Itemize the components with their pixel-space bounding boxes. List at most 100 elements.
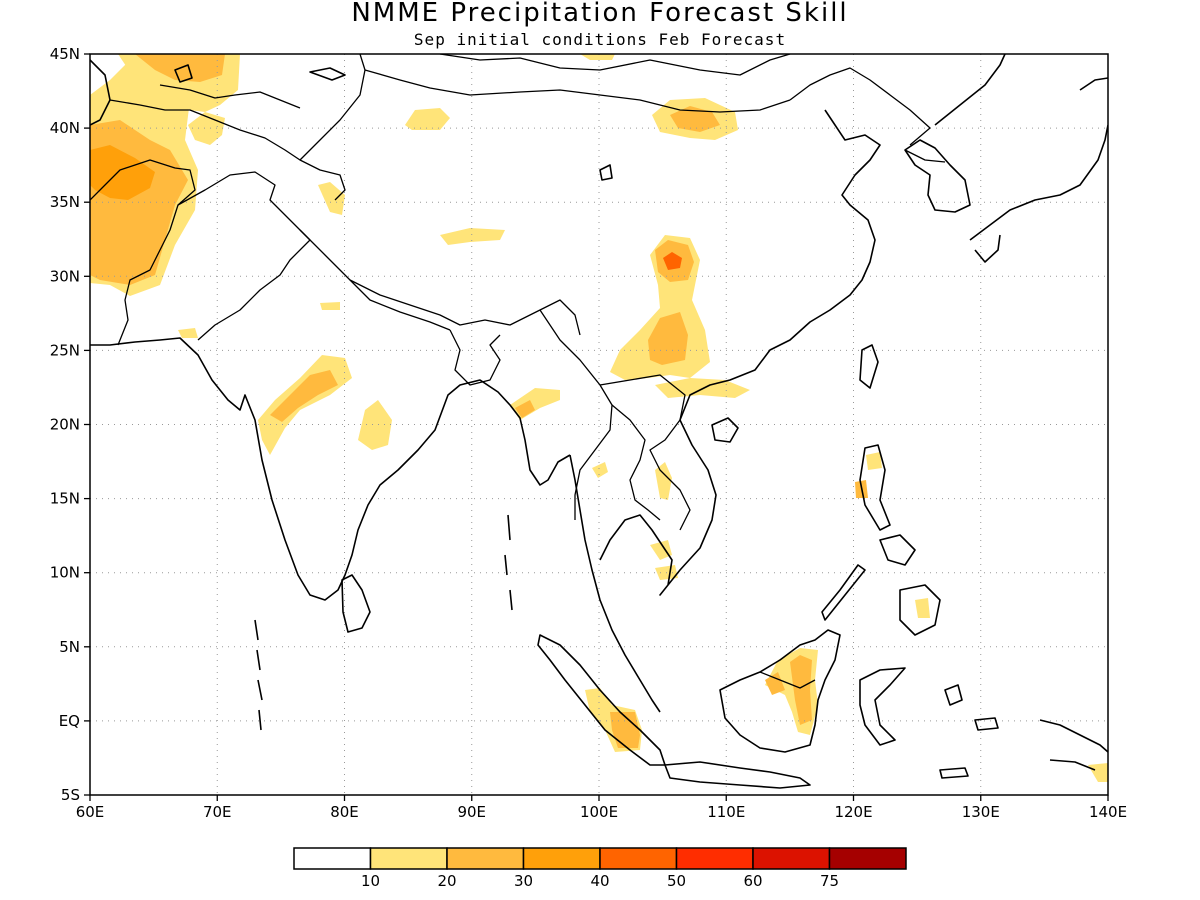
- border-mongolia-north: [439, 54, 791, 76]
- coast-borneo: [719, 629, 841, 753]
- longitude-axis: 60E 70E 80E 90E 100E 110E 120E 130E 140E: [76, 795, 1127, 821]
- lat-tick-label: 15N: [50, 490, 80, 508]
- skill-region-thailand: [592, 462, 608, 478]
- coast-maldives: [254, 619, 263, 731]
- coast-luzon: [859, 444, 891, 531]
- coast-aral: [174, 64, 193, 83]
- coast-japan: [969, 124, 1108, 263]
- skill-region-siberia: [580, 54, 615, 60]
- skill-region-india-central: [258, 355, 352, 455]
- lon-tick-label: 110E: [707, 803, 745, 821]
- colorbar-label: 40: [590, 872, 609, 890]
- coast-mindanao: [899, 584, 941, 636]
- border-nepal-india: [349, 279, 451, 331]
- lat-tick-label: 10N: [50, 564, 80, 582]
- lon-tick-label: 130E: [962, 803, 1000, 821]
- border-pakistan-india: [177, 171, 311, 341]
- colorbar: 10 20 30 40 50 60 75: [293, 847, 907, 890]
- latitude-axis: 45N 40N 35N 30N 25N 20N 15N 10N 5N EQ 5S: [50, 45, 90, 804]
- skill-region-india-east: [358, 400, 392, 450]
- colorbar-label: 10: [361, 872, 380, 890]
- border-china-west: [299, 54, 366, 161]
- border-china-northeast: [789, 67, 931, 146]
- skill-region-kashmir: [318, 182, 345, 215]
- coast-taiwan: [859, 344, 879, 389]
- border-central-asia: [109, 99, 346, 201]
- lon-tick-label: 90E: [457, 803, 486, 821]
- coast-java: [664, 761, 811, 789]
- lon-tick-label: 120E: [834, 803, 872, 821]
- skill-region-tibet: [440, 228, 505, 245]
- chart-subtitle: Sep initial conditions Feb Forecast: [414, 30, 786, 49]
- colorbar-swatch: [446, 847, 525, 870]
- coast-hainan: [711, 417, 739, 443]
- skill-region-sichuan-core-2: [648, 312, 688, 365]
- country-borders: [90, 54, 946, 689]
- coast-indochina: [599, 109, 881, 596]
- coast-korea: [904, 139, 971, 213]
- colorbar-swatch: [522, 847, 601, 870]
- skill-region-borneo-core: [790, 655, 812, 725]
- coast-baikal: [599, 164, 613, 181]
- lon-tick-label: 80E: [330, 803, 359, 821]
- lon-tick-label: 70E: [203, 803, 232, 821]
- border-bangladesh: [449, 329, 501, 386]
- lon-tick-label: 140E: [1089, 803, 1127, 821]
- coast-sulawesi: [859, 667, 906, 746]
- skill-region-myanmar-core: [515, 400, 535, 418]
- border-thailand-cambodia: [611, 404, 661, 521]
- colorbar-label: 20: [437, 872, 456, 890]
- colorbar-label: 75: [820, 872, 839, 890]
- lat-tick-label: 5N: [59, 638, 80, 656]
- colorbar-swatch: [599, 847, 678, 870]
- colorbar-swatch: [675, 847, 754, 870]
- map-frame: [89, 53, 1109, 796]
- lat-tick-label: 25N: [50, 341, 80, 359]
- skill-region-new-guinea: [1088, 763, 1108, 782]
- border-korea: [904, 149, 946, 163]
- skill-region-iran-max: [90, 145, 155, 200]
- colorbar-label: 60: [743, 872, 762, 890]
- lat-tick-label: 45N: [50, 45, 80, 63]
- coast-andaman: [504, 514, 513, 611]
- colorbar-swatch: [293, 847, 372, 870]
- chart-title: NMME Precipitation Forecast Skill: [351, 0, 848, 28]
- skill-region-laos: [655, 462, 672, 500]
- border-mongolia-south: [364, 69, 791, 113]
- lon-tick-label: 60E: [76, 803, 105, 821]
- skill-shading: [90, 54, 1108, 782]
- coast-russia-pacific: [934, 54, 1006, 126]
- lat-tick-label: 20N: [50, 416, 80, 434]
- coast-visayas: [879, 534, 916, 566]
- colorbar-swatch: [828, 847, 907, 870]
- skill-region-borneo-west: [765, 672, 785, 695]
- coast-sri-lanka: [341, 574, 371, 633]
- lat-tick-label: 30N: [50, 267, 80, 285]
- lat-tick-label: 35N: [50, 193, 80, 211]
- coast-hokkaido: [1079, 77, 1108, 91]
- coast-iran-india: [90, 337, 571, 601]
- skill-region-india-central-core: [270, 370, 338, 422]
- coastlines: [90, 54, 1108, 789]
- border-himalaya: [299, 229, 581, 336]
- border-laos-vietnam: [599, 374, 691, 531]
- map-gridlines: [90, 54, 1108, 795]
- colorbar-swatch: [752, 847, 831, 870]
- skill-region-inner-mongolia-core: [670, 106, 720, 132]
- skill-region-cambodia: [650, 540, 672, 560]
- skill-region-mindanao: [915, 598, 930, 618]
- border-malaysia-borneo: [759, 671, 816, 689]
- coast-palawan: [821, 564, 866, 621]
- lat-tick-label: 40N: [50, 119, 80, 137]
- skill-region-luzon: [866, 452, 882, 470]
- colorbar-label: 50: [667, 872, 686, 890]
- skill-region-sichuan-max: [663, 252, 682, 270]
- skill-region-dzungaria: [405, 108, 450, 130]
- coast-moluccas: [939, 684, 999, 779]
- skill-region-india-nw: [178, 328, 198, 338]
- coast-new-guinea: [1039, 719, 1108, 771]
- lat-tick-label: EQ: [59, 712, 80, 730]
- skill-region-india-north: [320, 302, 340, 310]
- coast-malay-peninsula: [569, 454, 661, 713]
